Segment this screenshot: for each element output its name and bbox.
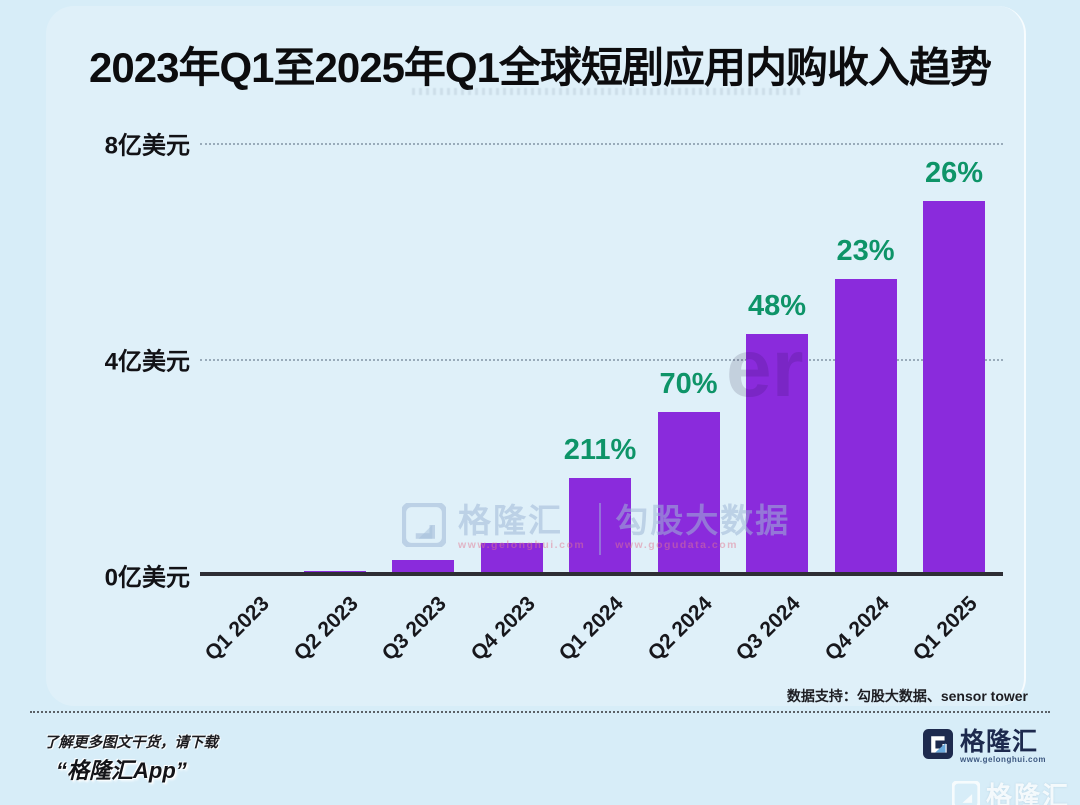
growth-label-q3-2024: 48% <box>747 290 807 322</box>
x-tick-label-q1-2025: Q1 2025 <box>909 592 983 666</box>
bottom-edge-watermark: 格隆汇 <box>951 776 1070 805</box>
gridline-4 <box>200 359 1003 361</box>
x-tick-label-q2-2024: Q2 2024 <box>643 592 717 666</box>
bar-q1-2024 <box>569 478 631 574</box>
x-tick-label-q1-2023: Q1 2023 <box>201 592 275 666</box>
growth-label-q1-2025: 26% <box>924 157 984 189</box>
y-tick-label: 0亿美元 <box>104 564 190 592</box>
x-tick-label-q3-2024: Q3 2024 <box>732 592 806 666</box>
x-tick-label-q4-2023: Q4 2023 <box>466 592 540 666</box>
footer-promo-text: 了解更多图文干货，请下载 <box>44 735 218 751</box>
y-tick-label: 8亿美元 <box>104 132 190 160</box>
data-source-note: 数据支持：勾股大数据、sensor tower <box>786 688 1028 704</box>
bar-q1-2025 <box>923 201 985 574</box>
gelonghui-logo-url: www.gelonghui.com <box>960 755 1046 765</box>
gelonghui-logo: 格隆汇 www.gelonghui.com <box>923 729 1046 764</box>
bar-q4-2024 <box>834 279 897 574</box>
page-title: 2023年Q1至2025年Q1全球短剧应用内购收入趋势 <box>89 44 992 91</box>
x-tick-label-q4-2024: Q4 2024 <box>820 592 894 666</box>
x-tick-label-q2-2023: Q2 2023 <box>289 592 363 666</box>
gridline-8 <box>200 143 1003 145</box>
bar-q3-2024 <box>746 334 808 574</box>
bar-q4-2023 <box>480 543 543 574</box>
x-tick-label-q3-2023: Q3 2023 <box>378 592 452 666</box>
growth-label-q1-2024: 211% <box>563 434 637 466</box>
gelonghui-watermark-icon <box>951 780 980 805</box>
growth-label-q2-2024: 70% <box>659 368 718 400</box>
dashed-separator <box>30 711 1050 713</box>
gelonghui-logo-icon <box>923 729 954 759</box>
bar-q3-2023 <box>392 560 454 574</box>
faint-watermark-strip <box>412 88 804 95</box>
gelonghui-logo-text: 格隆汇 <box>960 728 1039 756</box>
bar-q2-2024 <box>657 412 720 574</box>
x-axis-baseline <box>200 572 1003 576</box>
bottom-watermark-text: 格隆汇 <box>985 781 1070 805</box>
growth-label-q4-2024: 23% <box>836 235 895 267</box>
x-tick-label-q1-2024: Q1 2024 <box>555 592 629 666</box>
y-tick-label: 4亿美元 <box>104 348 190 376</box>
footer-app-name: “格隆汇App” <box>56 758 187 783</box>
